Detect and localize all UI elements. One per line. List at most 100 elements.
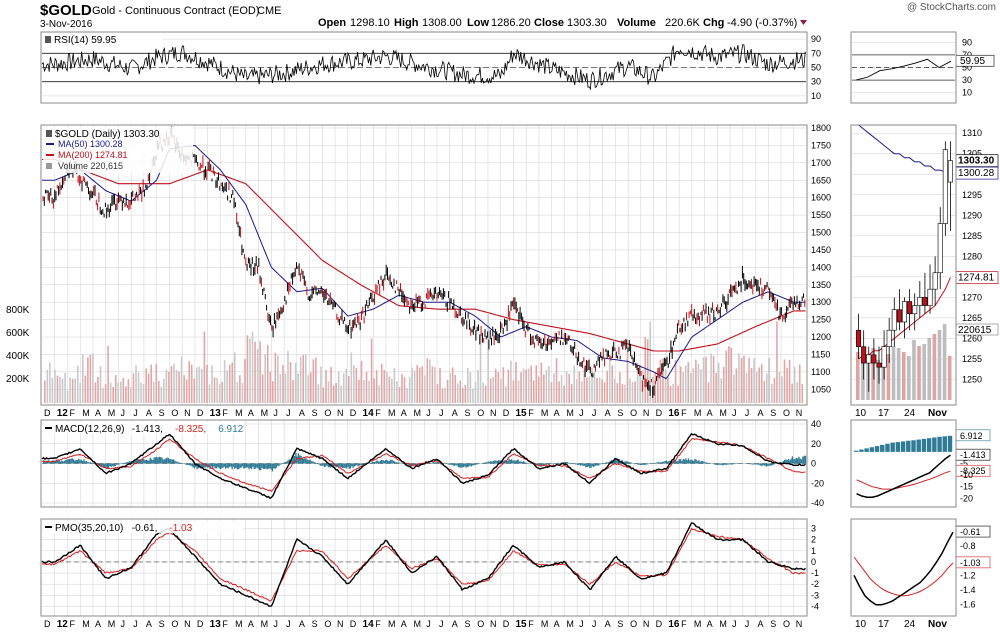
macd-histogram-bar bbox=[79, 460, 80, 463]
low-label: Low bbox=[467, 17, 489, 29]
volume-bar bbox=[708, 382, 710, 403]
volume-bar bbox=[363, 380, 365, 403]
close-label: Close bbox=[534, 17, 564, 29]
volume-bar bbox=[391, 379, 393, 403]
macd-histogram-bar bbox=[494, 460, 495, 463]
inset-price-y-tick-label: 1255 bbox=[962, 354, 982, 364]
volume-bar bbox=[523, 369, 525, 403]
macd-histogram-bar bbox=[685, 458, 686, 463]
macd-histogram-bar bbox=[662, 462, 663, 464]
ohlc-readout: Open 1298.10 High 1308.00 Low 1286.20 Cl… bbox=[318, 17, 807, 29]
inset-volume-bar bbox=[943, 324, 947, 400]
x-axis-label: D bbox=[197, 408, 204, 418]
macd-histogram-bar bbox=[605, 463, 606, 464]
macd-histogram-bar bbox=[728, 464, 729, 465]
volume-bar bbox=[282, 365, 284, 403]
volume-bar bbox=[237, 382, 239, 403]
bottom-x-axis-label: O bbox=[477, 619, 484, 629]
volume-bar bbox=[758, 367, 760, 403]
volume-bar bbox=[90, 355, 92, 403]
volume-bar bbox=[586, 378, 588, 403]
bottom-x-axis-label: S bbox=[617, 619, 623, 629]
macd-histogram-bar bbox=[83, 459, 84, 463]
inset-volume-tag: 220615 bbox=[958, 325, 992, 336]
macd-histogram-bar bbox=[601, 464, 602, 465]
inset-x-axis-label: Nov bbox=[928, 408, 947, 419]
macd-histogram-bar bbox=[224, 464, 225, 467]
bottom-x-axis-label: A bbox=[146, 619, 152, 629]
volume-bar bbox=[713, 356, 715, 403]
inset-price-y-tick-label: 1310 bbox=[962, 128, 982, 138]
macd-histogram-bar bbox=[103, 464, 104, 467]
macd-histogram-bar bbox=[343, 464, 344, 469]
volume-bar bbox=[756, 372, 758, 403]
macd-histogram-bar bbox=[342, 464, 343, 469]
chg-down-arrow-icon bbox=[800, 20, 807, 25]
volume-bar bbox=[799, 365, 801, 403]
bottom-x-axis-label: O bbox=[324, 619, 331, 629]
inset-pmo-y-tick-label: -1.4 bbox=[960, 585, 976, 595]
macd-histogram-bar bbox=[454, 464, 455, 466]
inset-candle-body bbox=[913, 306, 917, 314]
volume-bar bbox=[254, 342, 256, 403]
rsi-y-tick-label: 50 bbox=[811, 63, 821, 73]
volume-bar bbox=[465, 385, 467, 403]
macd-histogram-bar bbox=[460, 464, 461, 469]
macd-histogram-bar bbox=[765, 464, 766, 466]
volume-bar bbox=[741, 358, 743, 403]
inset-macd-histogram-bar bbox=[927, 438, 931, 452]
inset-pmo-y-tick-label: -1.03 bbox=[960, 558, 981, 568]
volume-bar bbox=[751, 368, 753, 403]
volume-bar bbox=[416, 365, 418, 403]
volume-bar bbox=[779, 372, 781, 403]
macd-histogram-bar bbox=[229, 464, 230, 467]
macd-histogram-bar bbox=[585, 464, 586, 468]
volume-bar bbox=[404, 377, 406, 403]
volume-bar bbox=[733, 375, 735, 403]
x-axis-label: O bbox=[477, 408, 484, 418]
macd-histogram-bar bbox=[464, 464, 465, 467]
volume-bar bbox=[606, 371, 608, 403]
macd-histogram-bar bbox=[727, 464, 728, 465]
macd-histogram-bar bbox=[86, 461, 87, 464]
volume-bar bbox=[102, 388, 104, 403]
volume-bar bbox=[92, 353, 94, 403]
volume-bar bbox=[74, 378, 76, 403]
macd-histogram-bar bbox=[151, 459, 152, 463]
volume-bar bbox=[64, 373, 66, 403]
volume-bar bbox=[667, 377, 669, 403]
volume-bar bbox=[786, 368, 788, 403]
rsi-y-tick-label: 30 bbox=[811, 77, 821, 87]
price-y-tick-label: 1400 bbox=[811, 262, 831, 272]
volume-bar bbox=[627, 351, 629, 403]
pmo-legend-signal: -1.03 bbox=[169, 523, 192, 534]
macd-histogram-bar bbox=[65, 460, 66, 464]
volume-bar bbox=[505, 386, 507, 403]
macd-histogram-bar bbox=[788, 459, 789, 464]
macd-histogram-bar bbox=[666, 460, 667, 463]
inset-macd-histogram-bar bbox=[890, 443, 894, 452]
macd-histogram-bar bbox=[716, 464, 717, 466]
volume-bar bbox=[693, 368, 695, 403]
x-axis-label: M bbox=[414, 408, 422, 418]
bottom-x-axis-label: J bbox=[120, 619, 125, 629]
x-axis-label: J bbox=[286, 408, 291, 418]
volume-bar bbox=[748, 358, 750, 403]
macd-histogram-bar bbox=[259, 464, 260, 471]
macd-histogram-bar bbox=[466, 464, 467, 468]
macd-histogram-bar bbox=[476, 464, 477, 465]
rsi-legend: RSI(14) 59.95 bbox=[54, 35, 117, 46]
macd-histogram-bar bbox=[313, 462, 314, 464]
inset-x-axis-label: 17 bbox=[878, 408, 890, 419]
macd-histogram-bar bbox=[235, 464, 236, 468]
price-y-tick-label: 1200 bbox=[811, 332, 831, 342]
pmo-y-tick-label: -1 bbox=[811, 568, 819, 578]
macd-histogram-bar bbox=[254, 464, 255, 470]
volume-bar bbox=[508, 370, 510, 403]
volume-bar bbox=[335, 383, 337, 403]
macd-histogram-bar bbox=[515, 461, 516, 464]
macd-histogram-bar bbox=[733, 464, 734, 465]
macd-histogram-bar bbox=[568, 463, 569, 464]
macd-histogram-bar bbox=[276, 464, 277, 468]
